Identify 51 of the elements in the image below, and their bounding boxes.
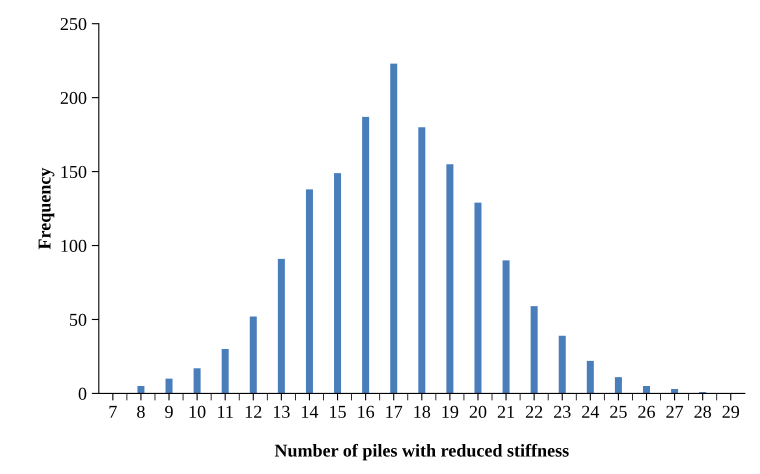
bar: [362, 116, 370, 394]
x-tick-label: 22: [526, 406, 542, 418]
bar: [642, 386, 650, 394]
x-tick-label: 19: [442, 406, 458, 418]
bar: [306, 189, 313, 394]
bar: [166, 378, 173, 394]
bar: [586, 360, 594, 394]
y-tick-label: 250: [60, 18, 86, 30]
bar: [474, 202, 482, 394]
x-tick-label: 26: [638, 406, 655, 418]
x-tick-label: 17: [386, 406, 402, 418]
x-tick-label: 16: [358, 406, 374, 418]
x-tick-label: 13: [274, 406, 290, 418]
x-axis-title: Number of piles with reduced stiffness: [274, 444, 569, 460]
y-tick-label: 150: [62, 166, 86, 178]
bar: [418, 127, 426, 394]
y-tick-label: 100: [62, 240, 86, 252]
x-tick-label: 25: [610, 406, 627, 418]
x-tick-label: 7: [110, 406, 117, 418]
bar: [558, 336, 566, 394]
y-tick-label: 50: [70, 314, 86, 326]
bar: [250, 316, 257, 394]
x-tick-label: 8: [137, 406, 145, 418]
x-tick-label: 24: [582, 406, 600, 418]
y-tick-label: 200: [60, 92, 86, 104]
bar: [671, 388, 678, 394]
bar: [530, 306, 538, 394]
x-tick-label: 12: [246, 406, 262, 418]
x-tick-label: 11: [218, 406, 233, 418]
x-tick-label: 23: [554, 406, 571, 418]
bar: [334, 173, 342, 394]
x-tick-label: 28: [694, 406, 712, 418]
x-tick-label: 27: [666, 406, 684, 418]
bar: [502, 260, 510, 394]
x-tick-label: 18: [414, 406, 430, 418]
y-tick-label: 0: [78, 388, 86, 400]
bar: [390, 64, 398, 394]
x-tick-label: 9: [165, 406, 173, 418]
x-tick-label: 20: [470, 406, 486, 418]
x-tick-label: 15: [330, 406, 346, 418]
x-tick-label: 29: [722, 406, 740, 418]
bar: [446, 164, 454, 394]
bar: [614, 377, 622, 394]
bar: [278, 258, 285, 394]
x-tick-label: 14: [302, 406, 318, 418]
bar: [194, 368, 201, 394]
x-tick-label: 21: [498, 406, 514, 418]
x-tick-label: 10: [190, 406, 206, 418]
bar: [137, 386, 144, 394]
bar: [222, 349, 229, 394]
y-axis-title: Frequency: [38, 168, 54, 250]
